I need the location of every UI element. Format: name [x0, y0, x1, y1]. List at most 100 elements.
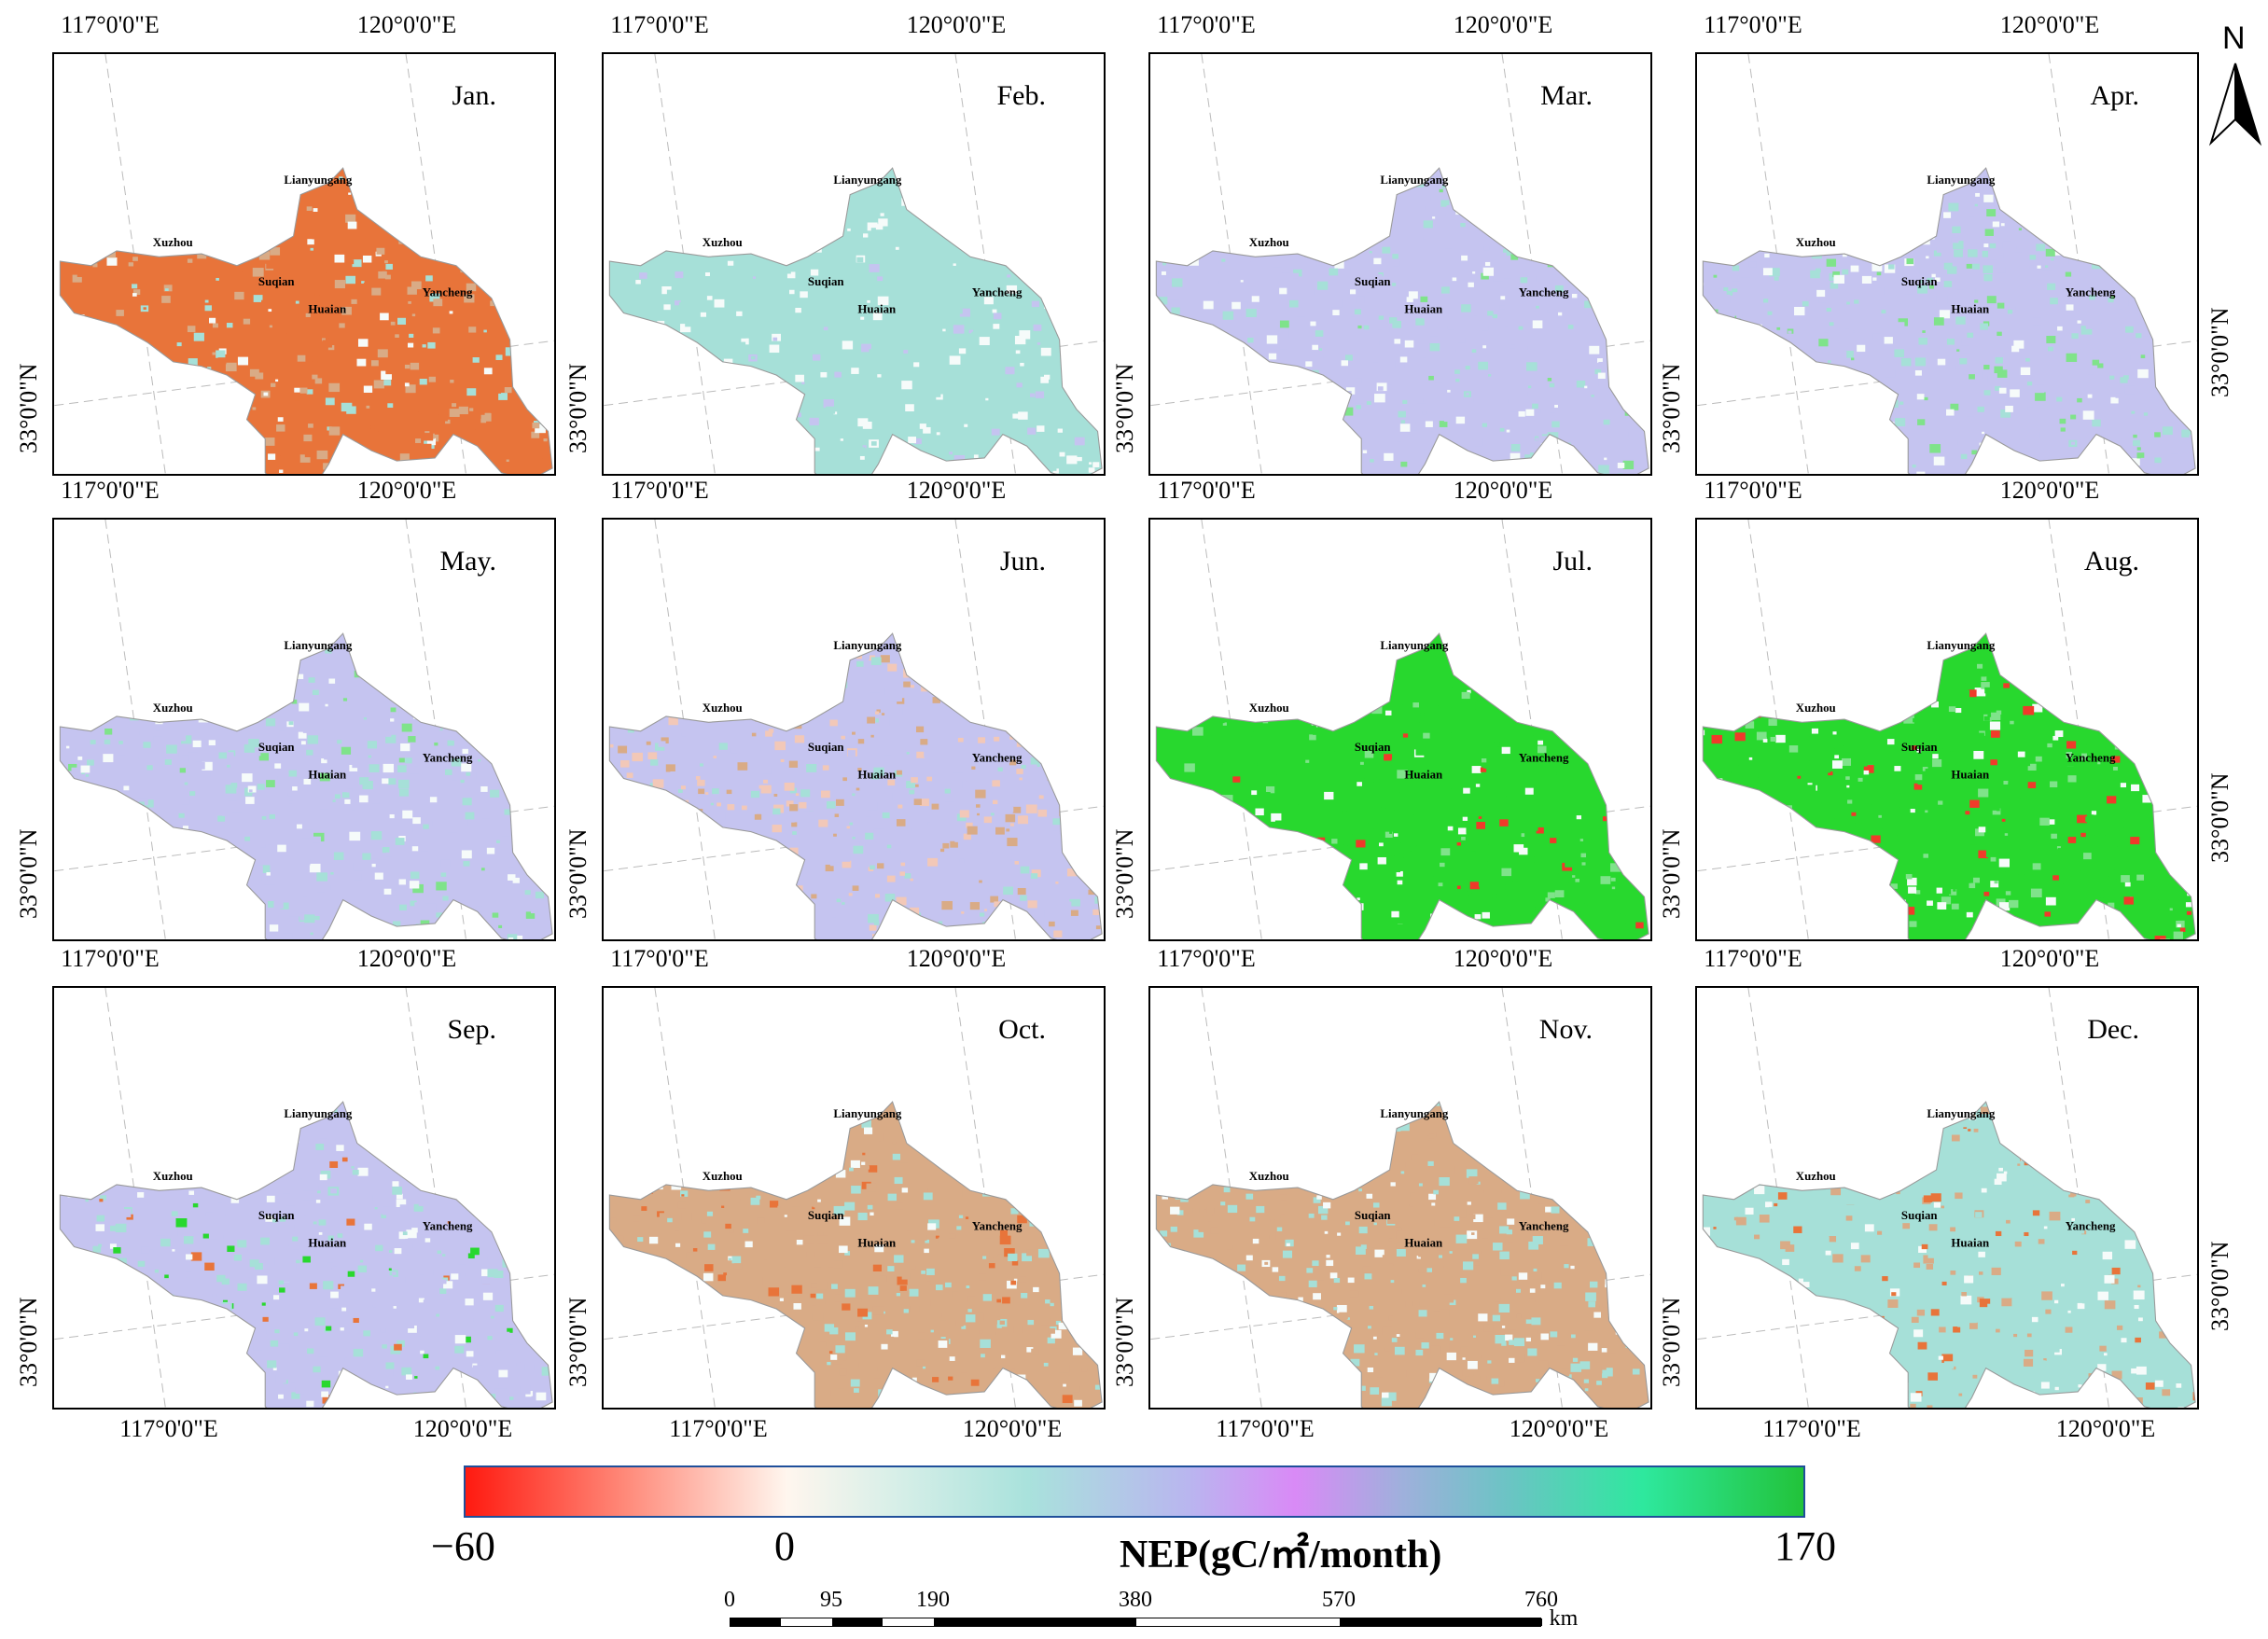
raster-pixel	[654, 422, 661, 427]
raster-pixel	[789, 289, 795, 295]
raster-pixel	[624, 657, 635, 666]
raster-pixel	[1072, 77, 1078, 82]
raster-pixel	[1366, 288, 1371, 293]
raster-pixel	[415, 438, 422, 443]
raster-pixel	[387, 778, 397, 785]
raster-pixel	[385, 734, 397, 743]
raster-pixel	[2155, 236, 2164, 243]
raster-pixel	[1988, 250, 1998, 258]
raster-pixel	[1594, 368, 1602, 375]
raster-pixel	[279, 469, 284, 474]
raster-pixel	[1331, 197, 1339, 203]
raster-pixel	[266, 259, 277, 270]
raster-pixel	[1983, 243, 1989, 248]
raster-pixel	[267, 844, 271, 849]
raster-pixel	[1538, 287, 1548, 296]
raster-pixel	[1434, 382, 1443, 390]
raster-pixel	[1273, 75, 1284, 83]
raster-pixel	[2178, 84, 2188, 91]
raster-pixel	[475, 425, 480, 430]
raster-pixel	[678, 576, 687, 582]
raster-pixel	[1176, 184, 1180, 187]
raster-pixel	[1073, 861, 1083, 869]
raster-pixel	[1776, 326, 1781, 330]
raster-pixel	[60, 820, 67, 827]
raster-pixel	[508, 874, 516, 881]
raster-pixel	[1640, 440, 1649, 449]
raster-pixel	[2078, 237, 2086, 243]
raster-pixel	[2133, 439, 2141, 447]
raster-pixel	[927, 175, 937, 183]
raster-pixel	[79, 174, 84, 179]
raster-pixel	[1910, 63, 1915, 67]
raster-pixel	[1942, 258, 1948, 264]
raster-pixel	[1069, 336, 1075, 340]
raster-pixel	[1548, 448, 1560, 457]
raster-pixel	[773, 793, 778, 797]
raster-pixel	[353, 862, 364, 871]
raster-pixel	[1990, 93, 1997, 99]
raster-pixel	[60, 187, 62, 191]
raster-pixel	[2065, 271, 2072, 277]
raster-pixel	[1934, 63, 1937, 65]
raster-pixel	[181, 105, 190, 113]
lon-label-117: 117°0'0"E	[610, 477, 709, 504]
raster-pixel	[268, 174, 274, 180]
raster-pixel	[83, 459, 89, 464]
raster-pixel	[150, 402, 154, 406]
raster-pixel	[1856, 153, 1865, 160]
raster-pixel	[312, 374, 318, 380]
raster-pixel	[452, 608, 463, 617]
lon-label-120: 120°0'0"E	[906, 11, 1007, 38]
raster-pixel	[609, 851, 612, 854]
raster-pixel	[923, 336, 934, 345]
raster-pixel	[536, 848, 544, 854]
raster-pixel	[384, 101, 390, 105]
raster-pixel	[712, 128, 722, 136]
raster-pixel	[778, 617, 788, 624]
raster-pixel	[1079, 101, 1088, 107]
raster-pixel	[509, 892, 515, 896]
raster-pixel	[1810, 270, 1820, 279]
raster-pixel	[724, 152, 730, 156]
raster-pixel	[1625, 201, 1631, 205]
raster-pixel	[1355, 378, 1362, 384]
raster-pixel	[1425, 317, 1432, 323]
raster-pixel	[780, 427, 790, 436]
raster-pixel	[1834, 175, 1840, 179]
raster-pixel	[132, 351, 141, 358]
raster-pixel	[1525, 306, 1533, 312]
raster-pixel	[508, 224, 517, 230]
raster-pixel	[2074, 145, 2082, 151]
raster-pixel	[159, 522, 165, 527]
raster-pixel	[405, 757, 412, 764]
raster-pixel	[906, 781, 916, 788]
raster-pixel	[849, 320, 855, 325]
raster-pixel	[520, 68, 529, 76]
raster-pixel	[390, 321, 396, 326]
raster-pixel	[1015, 350, 1021, 354]
raster-pixel	[987, 851, 993, 855]
raster-pixel	[846, 299, 851, 302]
raster-pixel	[2044, 238, 2050, 243]
raster-pixel	[1764, 65, 1774, 73]
raster-pixel	[1392, 260, 1400, 267]
raster-pixel	[1361, 215, 1367, 219]
raster-pixel	[1719, 228, 1728, 234]
raster-pixel	[2173, 373, 2179, 380]
raster-pixel	[468, 187, 476, 193]
raster-pixel	[477, 739, 483, 744]
raster-pixel	[995, 203, 1005, 212]
raster-pixel	[288, 721, 294, 726]
raster-pixel	[1429, 118, 1439, 125]
raster-pixel	[267, 661, 271, 665]
raster-pixel	[531, 555, 540, 563]
raster-pixel	[385, 282, 393, 287]
raster-pixel	[964, 408, 975, 416]
raster-pixel	[1892, 253, 1897, 257]
raster-pixel	[423, 544, 429, 549]
raster-pixel	[1382, 160, 1390, 167]
raster-pixel	[445, 419, 451, 424]
raster-pixel	[2123, 188, 2132, 195]
raster-pixel	[2071, 441, 2076, 445]
